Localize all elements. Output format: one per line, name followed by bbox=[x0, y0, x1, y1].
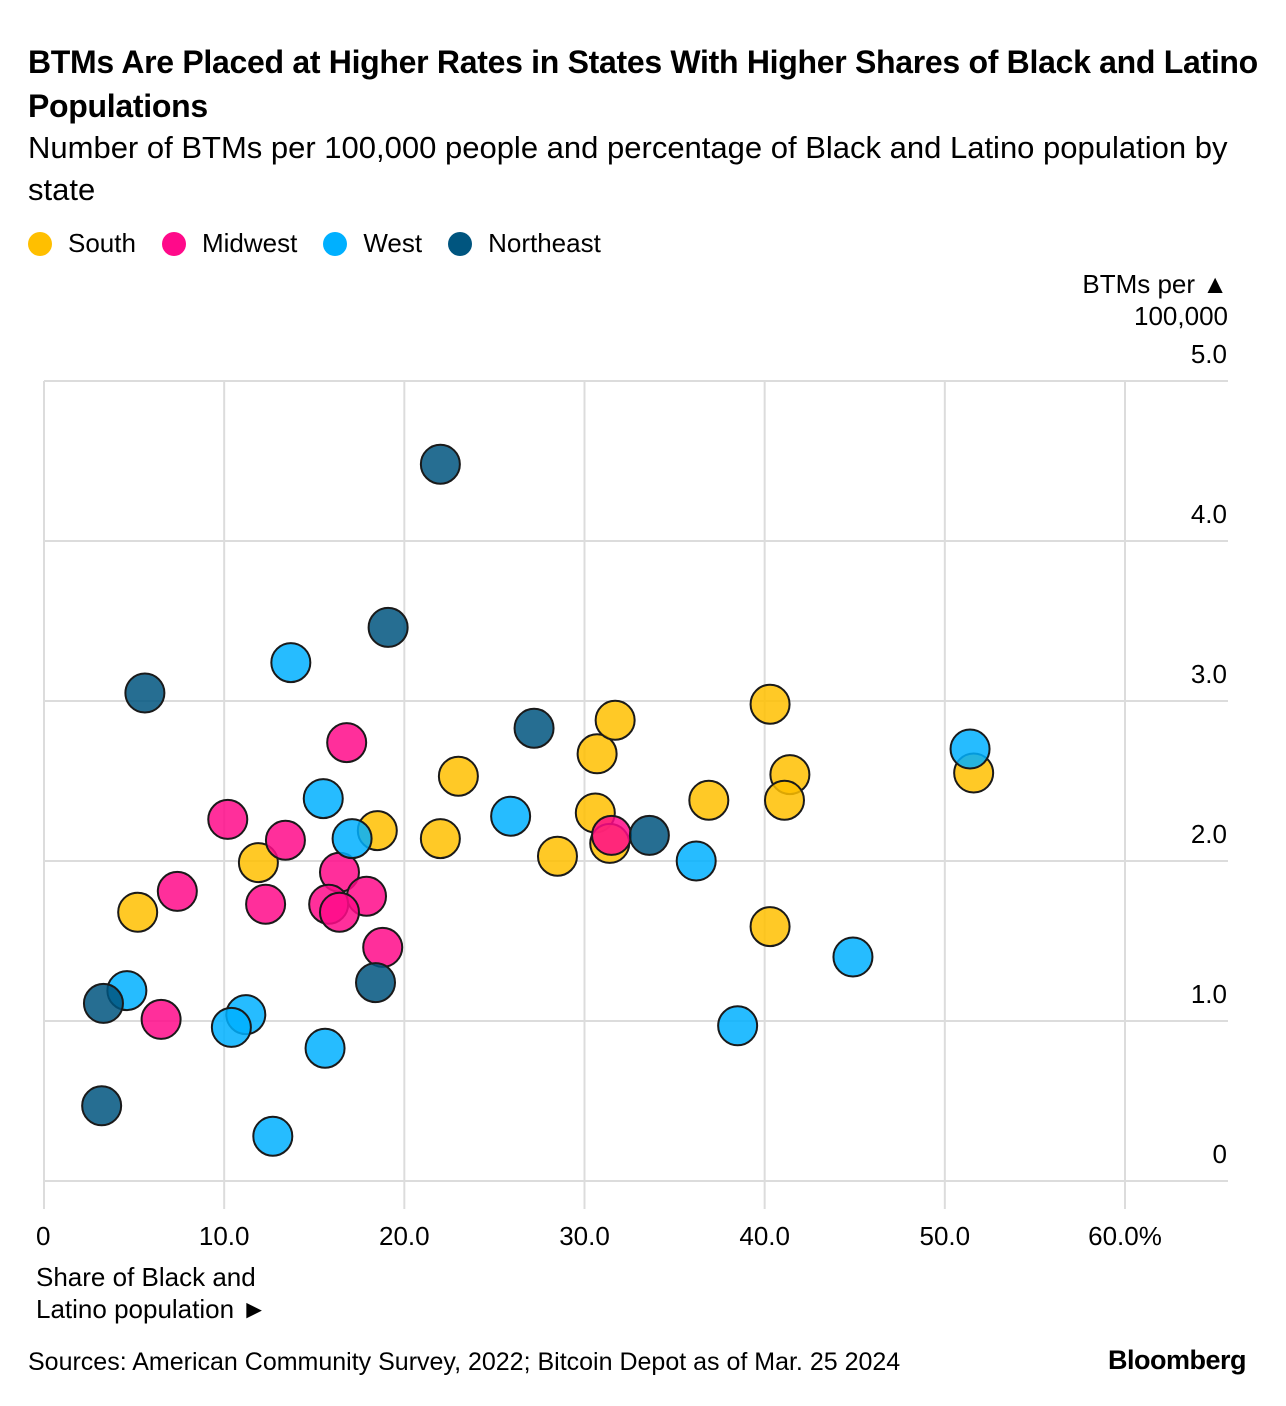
legend-item-midwest: Midwest bbox=[161, 228, 298, 259]
chart-title: BTMs Are Placed at Higher Rates in State… bbox=[28, 44, 1258, 124]
point-south bbox=[419, 818, 461, 860]
x-axis-label: Share of Black and Latino population ► bbox=[36, 1261, 267, 1325]
point-midwest bbox=[156, 870, 198, 912]
point-south bbox=[749, 906, 791, 948]
y-axis-label-line: 100,000 bbox=[1134, 301, 1228, 331]
legend-swatch-south bbox=[28, 231, 52, 256]
y-tick-label: 4.0 bbox=[1191, 499, 1227, 529]
point-northeast bbox=[355, 962, 397, 1004]
point-west bbox=[675, 840, 717, 882]
point-northeast bbox=[419, 443, 461, 485]
y-axis-label-line: BTMs per ▲ bbox=[1082, 269, 1228, 299]
point-northeast bbox=[513, 707, 555, 749]
point-midwest bbox=[326, 722, 368, 764]
point-west bbox=[304, 1027, 346, 1069]
y-axis-label: BTMs per ▲ 100,000 bbox=[1082, 268, 1228, 332]
x-tick-label: 40.0 bbox=[739, 1221, 790, 1251]
point-south bbox=[437, 755, 479, 797]
point-west bbox=[832, 936, 874, 978]
legend-item-south: South bbox=[28, 228, 136, 259]
point-west bbox=[331, 818, 373, 860]
y-tick-label: 3.0 bbox=[1191, 659, 1227, 689]
legend-label: West bbox=[363, 228, 423, 258]
point-northeast bbox=[367, 606, 409, 648]
point-midwest bbox=[591, 814, 633, 856]
y-tick-label: 5.0 bbox=[1191, 339, 1227, 369]
point-midwest bbox=[140, 998, 182, 1040]
point-midwest bbox=[264, 819, 306, 861]
x-tick-label: 20.0 bbox=[379, 1221, 430, 1251]
point-northeast bbox=[628, 814, 670, 856]
y-tick-label: 1.0 bbox=[1191, 979, 1227, 1009]
point-midwest bbox=[362, 926, 404, 968]
point-west bbox=[949, 728, 991, 770]
legend-swatch-midwest bbox=[161, 231, 186, 256]
chart-subtitle: Number of BTMs per 100,000 people and pe… bbox=[28, 130, 1228, 207]
point-south bbox=[117, 891, 159, 933]
point-midwest bbox=[207, 798, 249, 840]
x-tick-label: 10.0 bbox=[199, 1221, 250, 1251]
point-midwest bbox=[245, 883, 287, 925]
x-tick-label: 30.0 bbox=[559, 1221, 610, 1251]
y-tick-label: 2.0 bbox=[1191, 819, 1227, 849]
point-west bbox=[717, 1005, 759, 1047]
point-west bbox=[210, 1006, 252, 1048]
bloomberg-logo: Bloomberg bbox=[1107, 1345, 1247, 1375]
point-south bbox=[536, 835, 578, 877]
source-note: Sources: American Community Survey, 2022… bbox=[28, 1348, 901, 1376]
legend-swatch-west bbox=[323, 231, 348, 256]
x-axis-label-line: Share of Black and bbox=[36, 1262, 256, 1292]
point-midwest bbox=[318, 891, 360, 933]
point-south bbox=[576, 733, 618, 775]
x-tick-label: 0 bbox=[36, 1221, 50, 1251]
point-west bbox=[270, 642, 312, 684]
legend-item-northeast: Northeast bbox=[448, 228, 601, 259]
y-tick-label: 0 bbox=[1213, 1139, 1227, 1169]
point-west bbox=[302, 778, 344, 820]
point-south bbox=[594, 699, 636, 741]
point-south bbox=[688, 779, 730, 821]
x-tick-label: 50.0 bbox=[920, 1221, 971, 1251]
x-axis-label-line: Latino population ► bbox=[36, 1294, 268, 1324]
legend: South Midwest West Northeast bbox=[28, 228, 601, 259]
legend-item-west: West bbox=[323, 228, 422, 259]
legend-label: Midwest bbox=[201, 228, 298, 258]
point-south bbox=[237, 842, 279, 884]
point-northeast bbox=[81, 1085, 123, 1127]
point-south bbox=[763, 779, 805, 821]
point-northeast bbox=[82, 982, 124, 1024]
legend-label: South bbox=[68, 228, 136, 258]
point-south bbox=[749, 683, 791, 725]
legend-swatch-northeast bbox=[448, 231, 473, 256]
point-west bbox=[490, 795, 532, 837]
x-tick-label: 60.0% bbox=[1088, 1221, 1162, 1251]
legend-label: Northeast bbox=[488, 228, 601, 258]
point-west bbox=[252, 1115, 294, 1157]
point-northeast bbox=[124, 672, 166, 714]
